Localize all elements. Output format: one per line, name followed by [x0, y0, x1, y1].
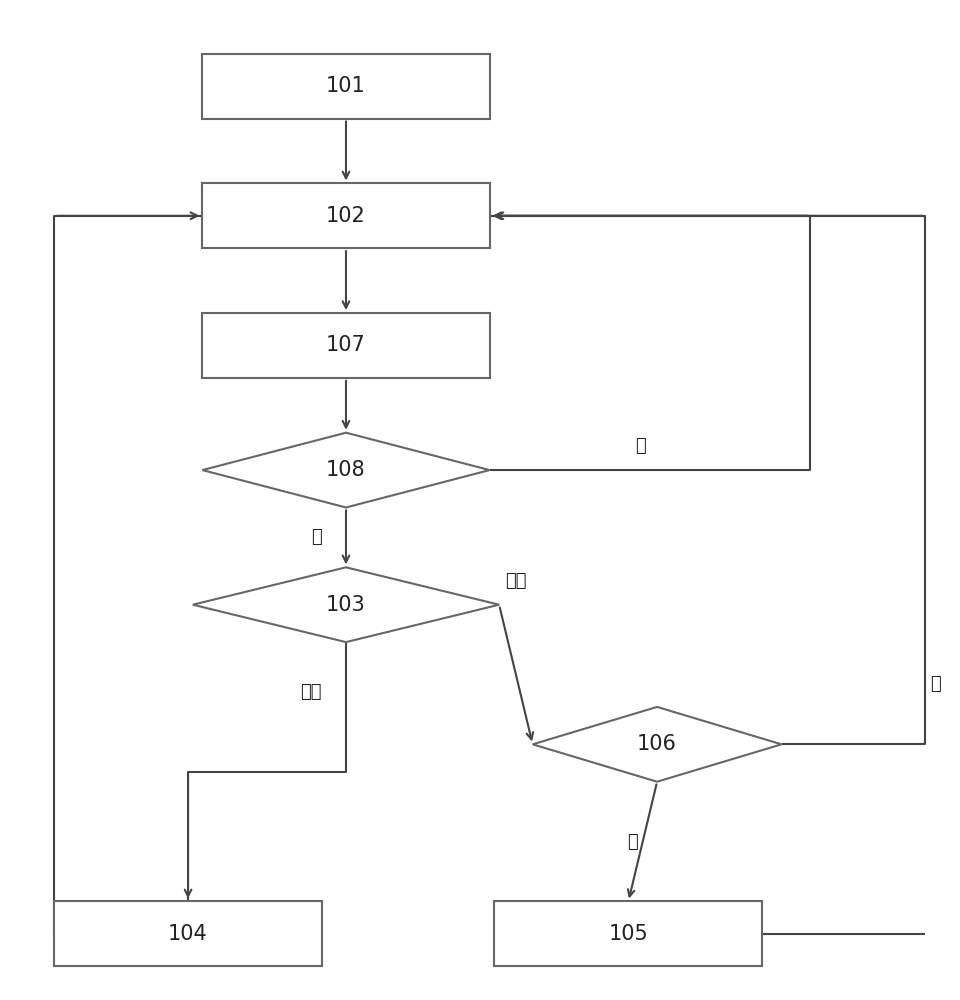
FancyBboxPatch shape: [203, 54, 490, 119]
Text: 105: 105: [609, 924, 648, 944]
FancyBboxPatch shape: [494, 901, 762, 966]
Text: 104: 104: [168, 924, 208, 944]
Text: 101: 101: [326, 76, 366, 96]
FancyBboxPatch shape: [203, 183, 490, 248]
Text: 否: 否: [930, 675, 941, 693]
Text: 是: 是: [635, 437, 646, 455]
FancyBboxPatch shape: [54, 901, 322, 966]
FancyBboxPatch shape: [203, 313, 490, 378]
Text: 103: 103: [326, 595, 366, 615]
Text: 107: 107: [326, 335, 366, 355]
Text: 102: 102: [326, 206, 366, 226]
Text: 大于: 大于: [300, 683, 322, 701]
Text: 小于: 小于: [505, 572, 527, 590]
Text: 否: 否: [311, 528, 322, 546]
Polygon shape: [533, 707, 781, 782]
Text: 108: 108: [326, 460, 366, 480]
Text: 是: 是: [627, 833, 638, 851]
Polygon shape: [203, 433, 490, 507]
Text: 106: 106: [637, 734, 677, 754]
Polygon shape: [193, 567, 499, 642]
